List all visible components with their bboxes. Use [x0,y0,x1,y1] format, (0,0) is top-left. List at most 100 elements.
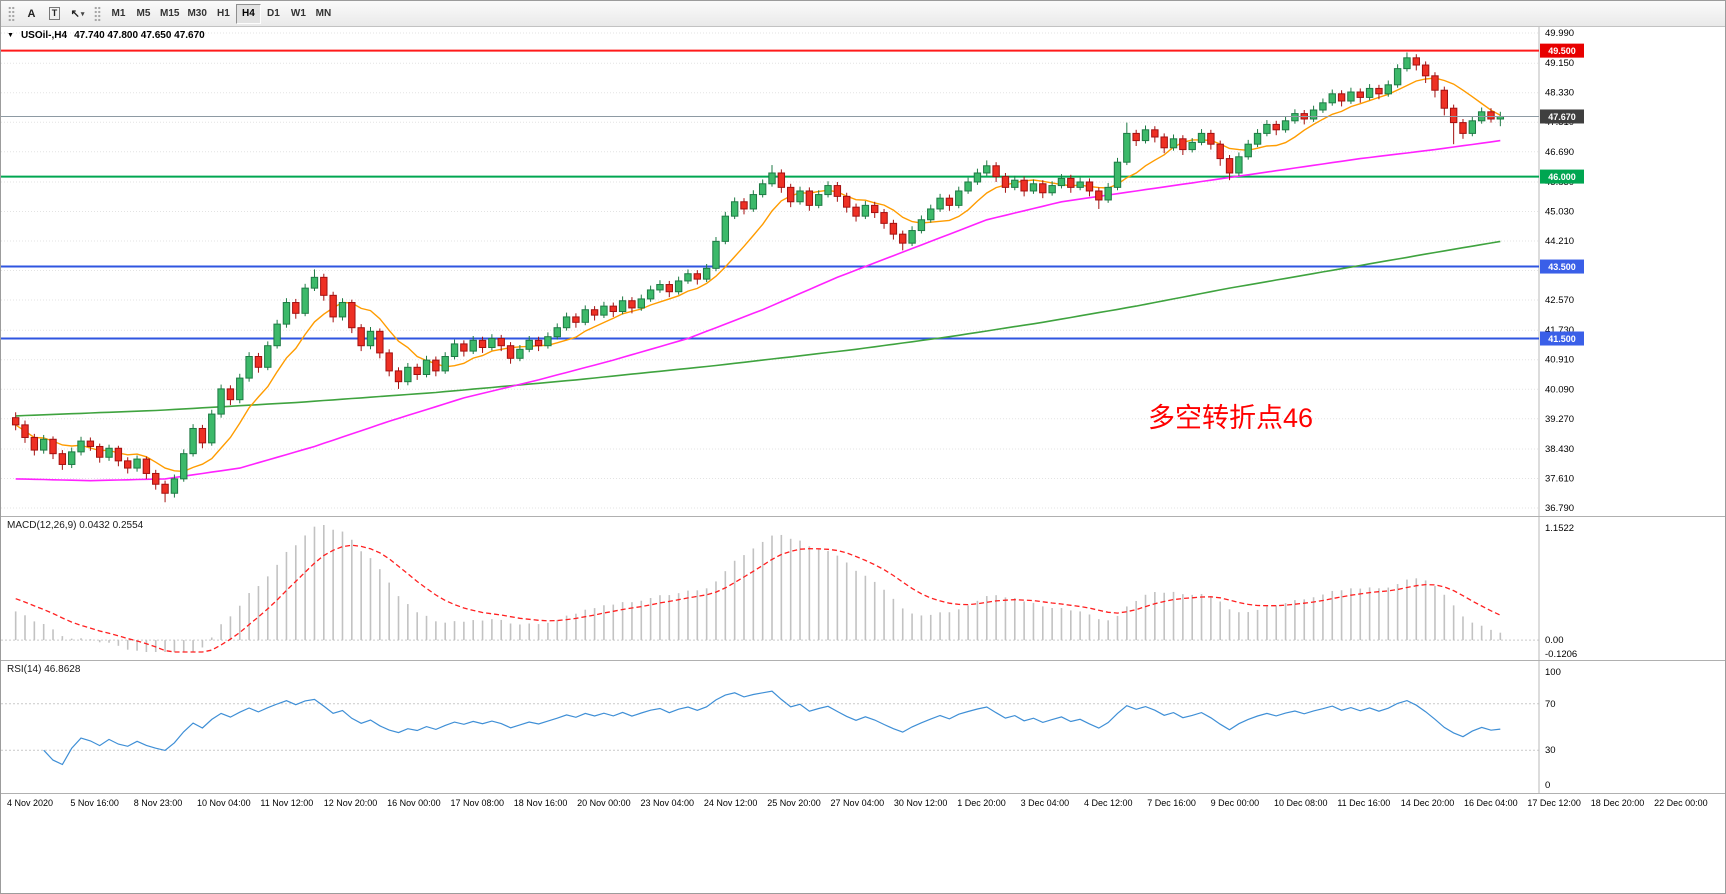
candle-body [1179,138,1187,151]
candle-body [1393,68,1402,86]
macd-axis-label: -0.1206 [1545,649,1577,660]
candle-body [730,201,739,217]
candle-body [824,185,832,196]
timeframe-button-w1[interactable]: W1 [286,4,311,24]
candle-body [871,204,879,214]
timeframe-button-d1[interactable]: D1 [261,4,286,24]
candle-body [189,427,197,455]
candle-body [1319,102,1327,111]
svg-text:41.500: 41.500 [1548,334,1576,344]
candle-body [133,458,141,469]
price-tag-46.000: 46.000 [1540,169,1584,184]
arrows-tool-button[interactable]: ↖ ▾ [66,4,89,24]
macd-histogram [14,525,1502,652]
candle-body [1356,91,1364,98]
time-axis-label: 27 Nov 04:00 [830,798,885,808]
time-axis-label: 23 Nov 04:00 [640,798,695,808]
candle-body [1197,132,1206,143]
candle-body [618,300,627,313]
candle-body [674,280,683,293]
candle-body [422,359,431,375]
price-axis-label: 37.610 [1545,473,1574,484]
candle-body [217,388,225,415]
candle-body [646,289,655,300]
price-axis-label: 48.330 [1545,88,1574,99]
timeframe-button-h1[interactable]: H1 [211,4,236,24]
timeframe-button-m5[interactable]: M5 [131,4,156,24]
price-axis-label: 41.730 [1545,325,1574,336]
candle-body [712,240,720,269]
candle-body [366,330,375,347]
candle-body [497,338,505,347]
candle-body [656,284,664,291]
candle-body [1487,111,1495,120]
chart-dropdown-icon[interactable]: ▼ [7,31,14,39]
rsi-indicator-panel: 100 70 30 0 RSI(14) 46.8628 [1,660,1725,793]
candle-body [170,478,179,494]
price-axis-label: 49.990 [1545,28,1574,39]
candle-body [1309,109,1318,120]
time-axis-label: 11 Dec 16:00 [1337,798,1391,808]
timeframe-button-mn[interactable]: MN [311,4,336,24]
current-price-tag: 47.670 [1540,109,1584,124]
top-toolbar: A T ↖ ▾ M1 M5 M15 M30 H1 H4 D1 W1 MN [1,1,1725,27]
candle-body [1048,185,1056,194]
candle-body [488,338,496,349]
price-axis-label: 46.690 [1545,147,1574,158]
candle-body [1375,87,1383,95]
time-axis[interactable]: 4 Nov 2020 5 Nov 16:00 8 Nov 23:00 10 Nov 0… [1,793,1725,813]
time-axis-label: 22 Dec 00:00 [1654,798,1708,808]
candle-body [198,427,207,444]
candle-body [899,233,907,244]
candle-body [413,366,421,375]
macd-canvas[interactable]: 1.1522 0.00 -0.1206 [1,517,1725,660]
dropdown-caret-icon: ▾ [80,10,85,18]
price-axis-label: 39.270 [1545,414,1574,425]
macd-indicator-label: MACD(12,26,9) 0.0432 0.2554 [7,520,144,531]
candle-body [152,472,160,485]
candle-body [814,194,823,206]
price-tag-43.500: 43.500 [1540,259,1584,274]
candle-body [67,451,76,465]
rsi-canvas[interactable]: 100 70 30 0 [1,661,1725,793]
candle-body [404,366,412,383]
time-axis-label: 25 Nov 20:00 [767,798,821,808]
candle-body [1029,183,1038,192]
candle-body [30,436,39,451]
candle-body [1347,91,1355,102]
timeframe-button-m1[interactable]: M1 [106,4,131,24]
candle-body [581,309,589,323]
candle-body [590,309,599,316]
candle-body [282,302,291,325]
candle-body [964,181,972,192]
arrows-tool-icon: ↖ [70,8,80,20]
main-chart-canvas[interactable]: 49.99049.15048.33047.51046.69045.85045.0… [1,27,1725,516]
candle-body [805,190,814,206]
candle-body [1244,143,1252,158]
candle-body [450,343,459,358]
toolbar-grip[interactable] [8,5,15,22]
chart-annotation-text[interactable]: 多空转折点46 [1148,403,1314,433]
candle-body [721,215,730,242]
timeframe-button-m15[interactable]: M15 [156,4,183,24]
toolbar-grip[interactable] [94,5,101,22]
timeframe-button-m30[interactable]: M30 [183,4,210,24]
textlabel-tool-button[interactable]: T [43,4,66,24]
macd-axis-label: 1.1522 [1545,523,1574,534]
candle-body [86,440,95,447]
candle-body [702,267,711,280]
candle-body [684,273,692,282]
timeframe-button-h4[interactable]: H4 [235,3,261,24]
candle-body [758,183,767,196]
candle-body [376,330,384,354]
candle-body [11,417,20,426]
time-axis-label: 18 Nov 16:00 [513,798,568,808]
text-tool-button[interactable]: A [20,4,43,24]
time-axis-label: 16 Dec 04:00 [1464,798,1518,808]
candle-body [394,370,403,383]
candle-body [1337,93,1346,102]
candle-body [1141,129,1150,142]
ma-mid-line [15,139,1501,482]
candle-body [96,445,104,458]
candle-body [786,186,795,203]
